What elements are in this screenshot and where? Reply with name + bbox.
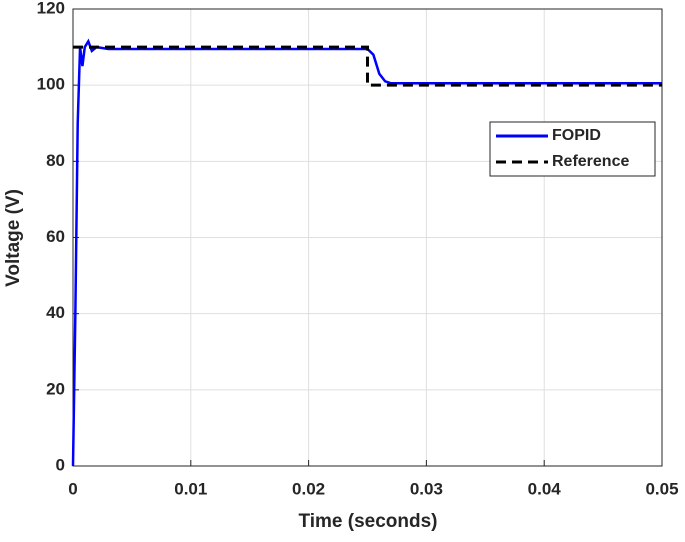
legend-label: FOPID [552,127,601,144]
x-axis-label: Time (seconds) [298,511,437,532]
series-line [71,38,662,467]
y-tick-label: 20 [46,379,65,398]
legend-label: Reference [552,153,629,170]
x-tick-label: 0 [68,479,77,498]
x-tick-label: 0.04 [528,479,562,498]
x-tick-label: 0.01 [174,479,207,498]
y-tick-label: 80 [46,151,65,170]
y-tick-label: 100 [37,75,65,94]
y-tick-label: 40 [46,303,65,322]
x-tick-label: 0.02 [292,479,325,498]
series-line [73,45,662,87]
x-tick-label: 0.03 [410,479,443,498]
y-tick-label: 120 [37,0,65,17]
x-tick-label: 0.05 [645,479,678,498]
y-axis-label: Voltage (V) [3,189,24,287]
y-tick-label: 60 [46,227,65,246]
y-tick-label: 0 [56,455,65,474]
plot-frame [72,8,663,467]
legend-box [489,121,656,177]
